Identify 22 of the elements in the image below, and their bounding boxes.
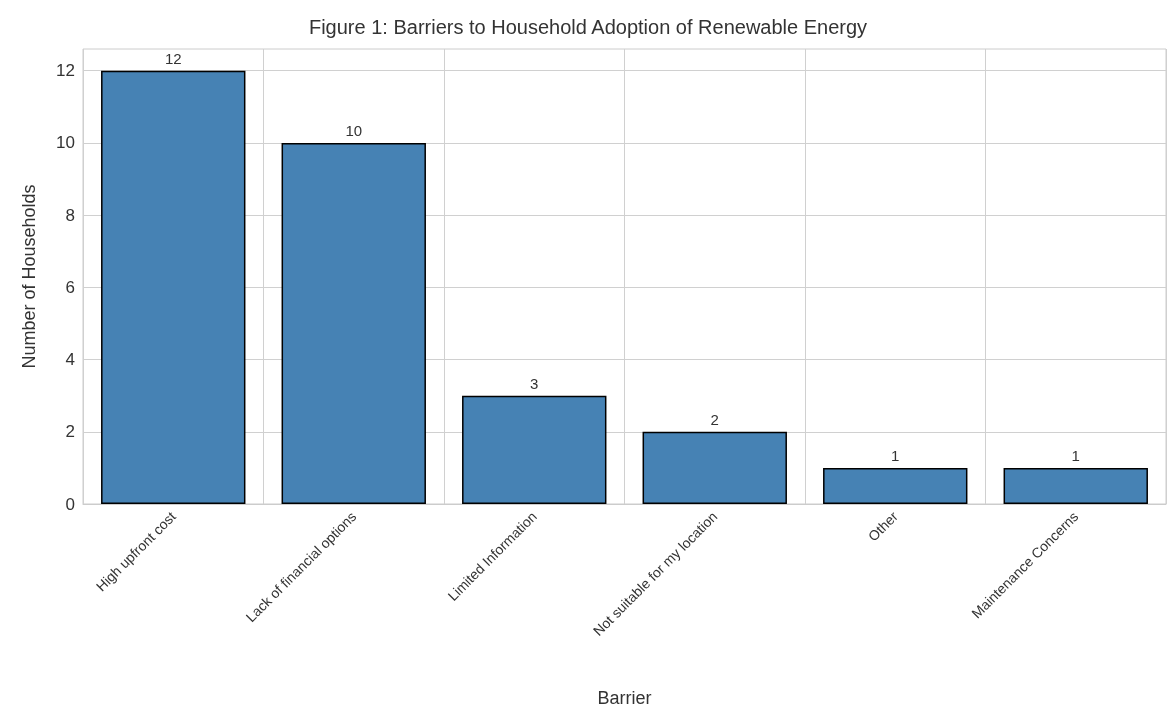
bar	[281, 142, 426, 504]
chart-title: Figure 1: Barriers to Household Adoption of Renewable Energy	[308, 16, 868, 38]
y-tick-label: 4	[65, 350, 75, 370]
data-label: 2	[710, 410, 719, 428]
y-tick-label: 0	[65, 494, 75, 514]
data-label: 3	[530, 374, 539, 392]
y-axis-title: Number of Households	[19, 184, 39, 369]
x-axis-title: Barrier	[597, 688, 652, 708]
y-tick-label: 2	[65, 422, 75, 442]
data-label: 1	[891, 446, 900, 464]
y-tick-label: 8	[65, 205, 75, 225]
data-label: 12	[164, 49, 182, 67]
bar	[823, 467, 968, 504]
y-tick-label: 10	[56, 133, 75, 153]
data-label: 10	[345, 121, 363, 139]
bar	[101, 70, 246, 504]
y-tick-label: 6	[65, 277, 75, 297]
y-tick-label: 12	[56, 61, 75, 81]
bar	[1003, 467, 1148, 504]
bar	[642, 431, 787, 504]
bar	[462, 395, 607, 504]
data-label: 1	[1071, 446, 1080, 464]
